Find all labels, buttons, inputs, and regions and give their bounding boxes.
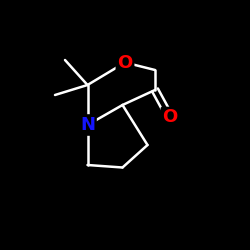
Text: O: O — [118, 54, 132, 72]
Text: O: O — [162, 108, 178, 126]
Text: N: N — [80, 116, 95, 134]
